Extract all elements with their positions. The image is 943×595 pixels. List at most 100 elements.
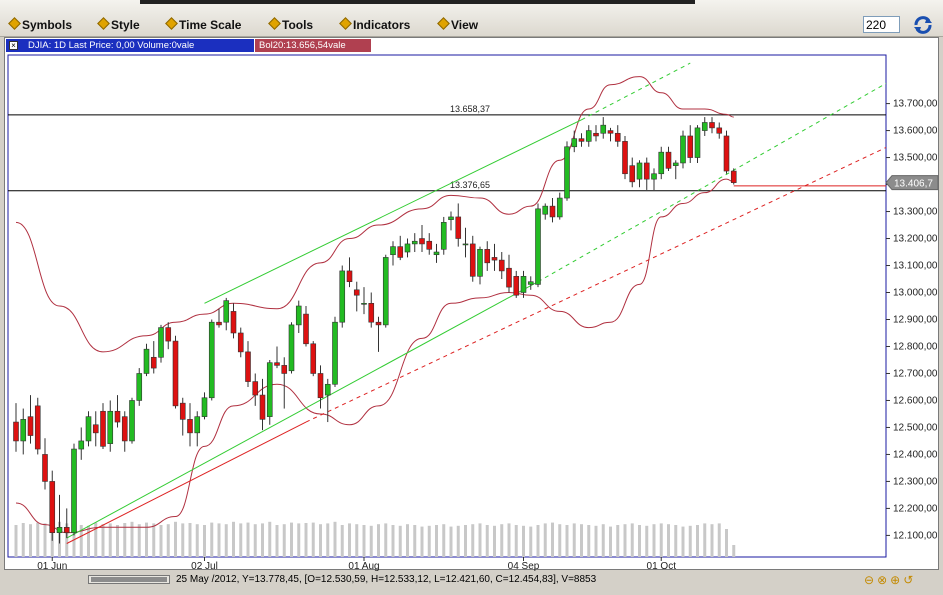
volume-bar (384, 523, 388, 557)
top-strip (140, 0, 695, 4)
menu-symbols-label: Symbols (22, 18, 73, 32)
candle-body (317, 373, 324, 399)
candle-body (701, 122, 708, 131)
volume-bar (174, 521, 177, 557)
candle-body (520, 276, 527, 293)
candle-body (484, 249, 491, 264)
candle-body (709, 122, 715, 129)
volume-bar (94, 522, 98, 557)
volume-bar (558, 524, 562, 557)
volume-bar (652, 524, 656, 557)
y-tick-label: 12.900,00 (893, 314, 938, 325)
y-tick-label: 13.500,00 (893, 153, 938, 164)
candle-body (462, 243, 469, 246)
candle-body (672, 162, 679, 166)
candle-body (600, 124, 607, 134)
volume-bar (449, 526, 453, 557)
time-scrollbar[interactable] (88, 575, 170, 584)
bars-count-input[interactable]: 220 (863, 16, 900, 33)
close-icon[interactable]: × (9, 41, 18, 50)
price-marker-label: 13.406,7 (894, 179, 933, 190)
menu-time-scale[interactable]: Time Scale (165, 17, 242, 32)
candle-body (629, 165, 636, 183)
x-tick-label: 02 Jul (191, 561, 218, 572)
y-tick-label: 12.800,00 (893, 341, 938, 352)
chart-frame (4, 37, 939, 570)
menu-time-scale-label: Time Scale (179, 18, 242, 32)
status-readout: 25 May /2012, Y=13.778,45, [O=12.530,59,… (176, 574, 597, 585)
candle-body (20, 419, 27, 442)
candle-body (542, 205, 549, 215)
volume-bar (159, 525, 163, 557)
add-icon[interactable]: ⊕ (890, 573, 904, 587)
menu-tools[interactable]: Tools (268, 17, 313, 32)
volume-bar (536, 525, 540, 557)
candle-body (375, 321, 382, 326)
candle-body (382, 257, 389, 326)
menu-style[interactable]: Style (97, 17, 140, 32)
volume-bar (717, 523, 721, 557)
volume-bar (587, 525, 591, 557)
candle-body (143, 348, 150, 374)
volume-bar (493, 525, 496, 557)
close-icon[interactable]: ⊗ (877, 573, 891, 587)
candle-body (245, 351, 251, 382)
candle-body (27, 416, 34, 436)
trendline (581, 62, 691, 121)
candle-body (527, 281, 534, 285)
volume-bar (638, 525, 641, 557)
volume-bar (311, 522, 315, 557)
volume-bar (239, 523, 243, 557)
candle-body (723, 135, 730, 172)
scrollbar-thumb[interactable] (91, 577, 167, 582)
volume-bar (145, 522, 148, 557)
candle-body (593, 132, 599, 137)
volume-bar (130, 521, 134, 557)
menu-view[interactable]: View (437, 17, 478, 32)
volume-bar (630, 523, 634, 557)
volume-bar (456, 525, 460, 557)
candle-body (259, 394, 266, 420)
candle-body (252, 381, 259, 396)
trendline (66, 421, 307, 544)
x-tick-label: 01 Aug (348, 561, 379, 572)
candle-body (201, 397, 208, 417)
volume-bar (427, 525, 431, 557)
volume-bar (362, 525, 366, 557)
volume-bar (710, 524, 714, 557)
volume-bar (580, 524, 583, 557)
volume-bar (667, 524, 670, 557)
candle-body (535, 208, 541, 285)
volume-bar (326, 523, 330, 557)
candle-body (172, 340, 179, 407)
volume-bar (14, 525, 18, 557)
candle-body (361, 303, 367, 305)
candle-body (288, 324, 295, 372)
menu-indicators-label: Indicators (353, 18, 411, 32)
volume-bar (616, 525, 620, 557)
refresh-icon[interactable] (912, 14, 934, 36)
volume-bar (319, 524, 322, 557)
candle-body (274, 362, 280, 366)
candle-body (92, 424, 99, 434)
candle-body (208, 321, 215, 399)
menu-style-label: Style (111, 18, 140, 32)
y-tick-label: 12.100,00 (893, 530, 938, 541)
volume-bar (703, 523, 707, 557)
menu-indicators[interactable]: Indicators (339, 17, 411, 32)
horizontal-line-label: 13.658,37 (450, 104, 490, 114)
volume-bar (268, 521, 272, 557)
candle-body (56, 527, 63, 534)
candle-body (34, 405, 41, 450)
candle-body (107, 410, 114, 444)
candle-body (187, 419, 193, 434)
volume-bar (522, 525, 525, 557)
undo-icon[interactable]: ↺ (903, 573, 917, 587)
zoom-out-icon[interactable]: ⊖ (864, 573, 878, 587)
volume-bar (232, 521, 235, 557)
menu-symbols[interactable]: Symbols (8, 17, 73, 32)
volume-bar (152, 523, 156, 557)
candle-body (636, 162, 643, 180)
volume-bar (29, 524, 32, 557)
